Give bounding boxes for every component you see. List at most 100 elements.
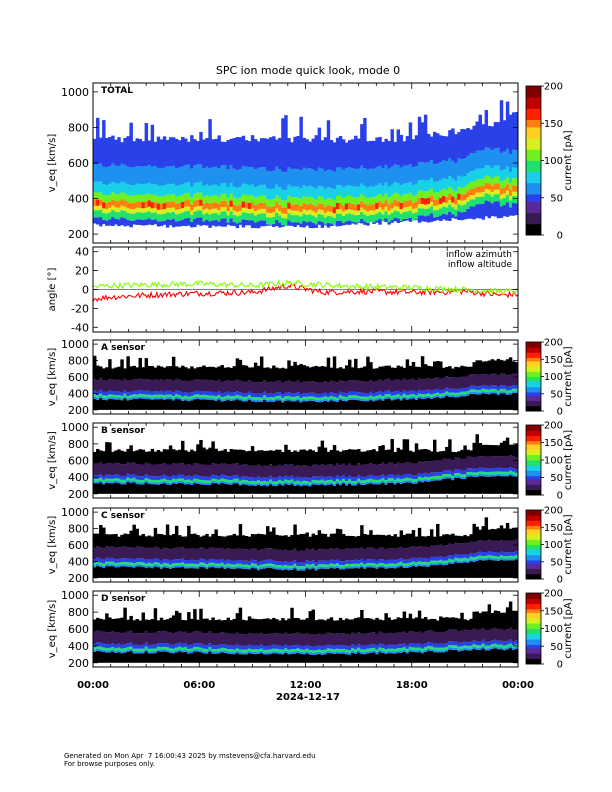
heatmap-cell	[120, 398, 124, 401]
heatmap-cell	[405, 165, 410, 184]
heatmap-cell	[423, 191, 428, 199]
heatmap-cell	[496, 201, 501, 219]
heatmap-cell	[332, 548, 337, 561]
heatmap-cell	[317, 619, 322, 634]
heatmap-cell	[102, 219, 106, 224]
heatmap-cell	[141, 633, 146, 645]
heatmap-cell	[290, 565, 294, 568]
heatmap-cell	[363, 476, 367, 481]
heatmap-cell	[168, 632, 173, 645]
heatmap-cell	[426, 535, 431, 547]
heatmap-cell	[250, 563, 255, 566]
heatmap-cell	[181, 440, 185, 464]
heatmap-cell	[232, 380, 237, 393]
heatmap-cell	[244, 219, 249, 226]
heatmap-cell	[466, 560, 470, 563]
heatmap-cell	[117, 565, 121, 568]
heatmap-cell	[381, 547, 385, 560]
heatmap-cell	[266, 484, 270, 487]
heatmap-cell	[132, 477, 136, 481]
heatmap-cell	[226, 399, 231, 410]
heatmap-cell	[341, 483, 346, 494]
heatmap-cell	[181, 463, 185, 475]
heatmap-cell	[314, 217, 319, 225]
heatmap-cell	[451, 617, 455, 630]
heatmap-cell	[144, 563, 149, 566]
heatmap-cell	[126, 208, 130, 213]
colorbar-cell	[526, 425, 541, 428]
heatmap-cell	[472, 181, 476, 189]
heatmap-cell	[153, 397, 158, 400]
heatmap-cell	[420, 653, 425, 663]
heatmap-cell	[181, 219, 185, 226]
heatmap-cell	[399, 195, 404, 203]
heatmap-cell	[384, 484, 388, 494]
heatmap-cell	[305, 465, 309, 478]
heatmap-cell	[226, 548, 231, 560]
heatmap-cell	[417, 565, 422, 578]
heatmap-cell	[105, 652, 109, 663]
heatmap-cell	[135, 528, 139, 547]
heatmap-cell	[287, 184, 291, 196]
heatmap-cell	[162, 203, 167, 210]
heatmap-cell	[369, 567, 373, 578]
colorbar-cell	[526, 511, 541, 514]
heatmap-cell	[384, 651, 388, 654]
heatmap-cell	[499, 373, 504, 386]
heatmap-cell	[332, 481, 337, 484]
heatmap-cell	[199, 564, 203, 567]
heatmap-cell	[287, 649, 291, 653]
heatmap-cell	[414, 564, 419, 567]
heatmap-cell	[211, 441, 215, 464]
heatmap-cell	[390, 400, 394, 410]
heatmap-cell	[320, 619, 325, 635]
heatmap-cell	[232, 633, 237, 646]
heatmap-cell	[147, 479, 152, 482]
heatmap-cell	[469, 468, 473, 472]
heatmap-cell	[363, 464, 367, 477]
heatmap-cell	[226, 380, 231, 392]
heatmap-cell	[378, 379, 382, 392]
heatmap-cell	[436, 395, 440, 398]
heatmap-cell	[372, 547, 376, 560]
heatmap-cell	[162, 463, 167, 475]
heatmap-cell	[402, 534, 407, 549]
heatmap-cell	[402, 207, 407, 212]
heatmap-cell	[363, 480, 367, 483]
heatmap-cell	[375, 568, 379, 578]
heatmap-cell	[487, 444, 492, 457]
heatmap-cell	[305, 618, 309, 634]
y-tick-label: 600	[68, 539, 89, 552]
heatmap-cell	[375, 185, 379, 196]
heatmap-cell	[335, 653, 340, 663]
heatmap-cell	[135, 651, 139, 654]
heatmap-cell	[457, 554, 461, 559]
heatmap-cell	[259, 653, 264, 663]
heatmap-cell	[144, 565, 149, 569]
heatmap-cell	[302, 392, 306, 397]
heatmap-cell	[402, 141, 407, 166]
heatmap-cell	[396, 648, 401, 651]
heatmap-cell	[217, 648, 221, 652]
heatmap-cell	[117, 618, 121, 632]
heatmap-cell	[290, 401, 294, 410]
heatmap-cell	[135, 390, 139, 395]
heatmap-cell	[405, 397, 410, 400]
heatmap-cell	[111, 192, 115, 200]
heatmap-cell	[508, 558, 513, 561]
heatmap-cell	[275, 633, 279, 646]
heatmap-cell	[223, 218, 227, 227]
heatmap-cell	[423, 479, 428, 482]
heatmap-cell	[178, 535, 182, 548]
heatmap-cell	[423, 378, 428, 391]
heatmap-cell	[433, 545, 437, 557]
heatmap-cell	[96, 210, 100, 218]
colorbar-cell	[526, 444, 541, 447]
heatmap-cell	[241, 569, 246, 578]
heatmap-cell	[193, 478, 197, 482]
heatmap-cell	[238, 392, 243, 396]
heatmap-cell	[226, 211, 231, 216]
heatmap-cell	[326, 357, 331, 382]
heatmap-cell	[184, 482, 188, 485]
heatmap-cell	[178, 391, 182, 395]
